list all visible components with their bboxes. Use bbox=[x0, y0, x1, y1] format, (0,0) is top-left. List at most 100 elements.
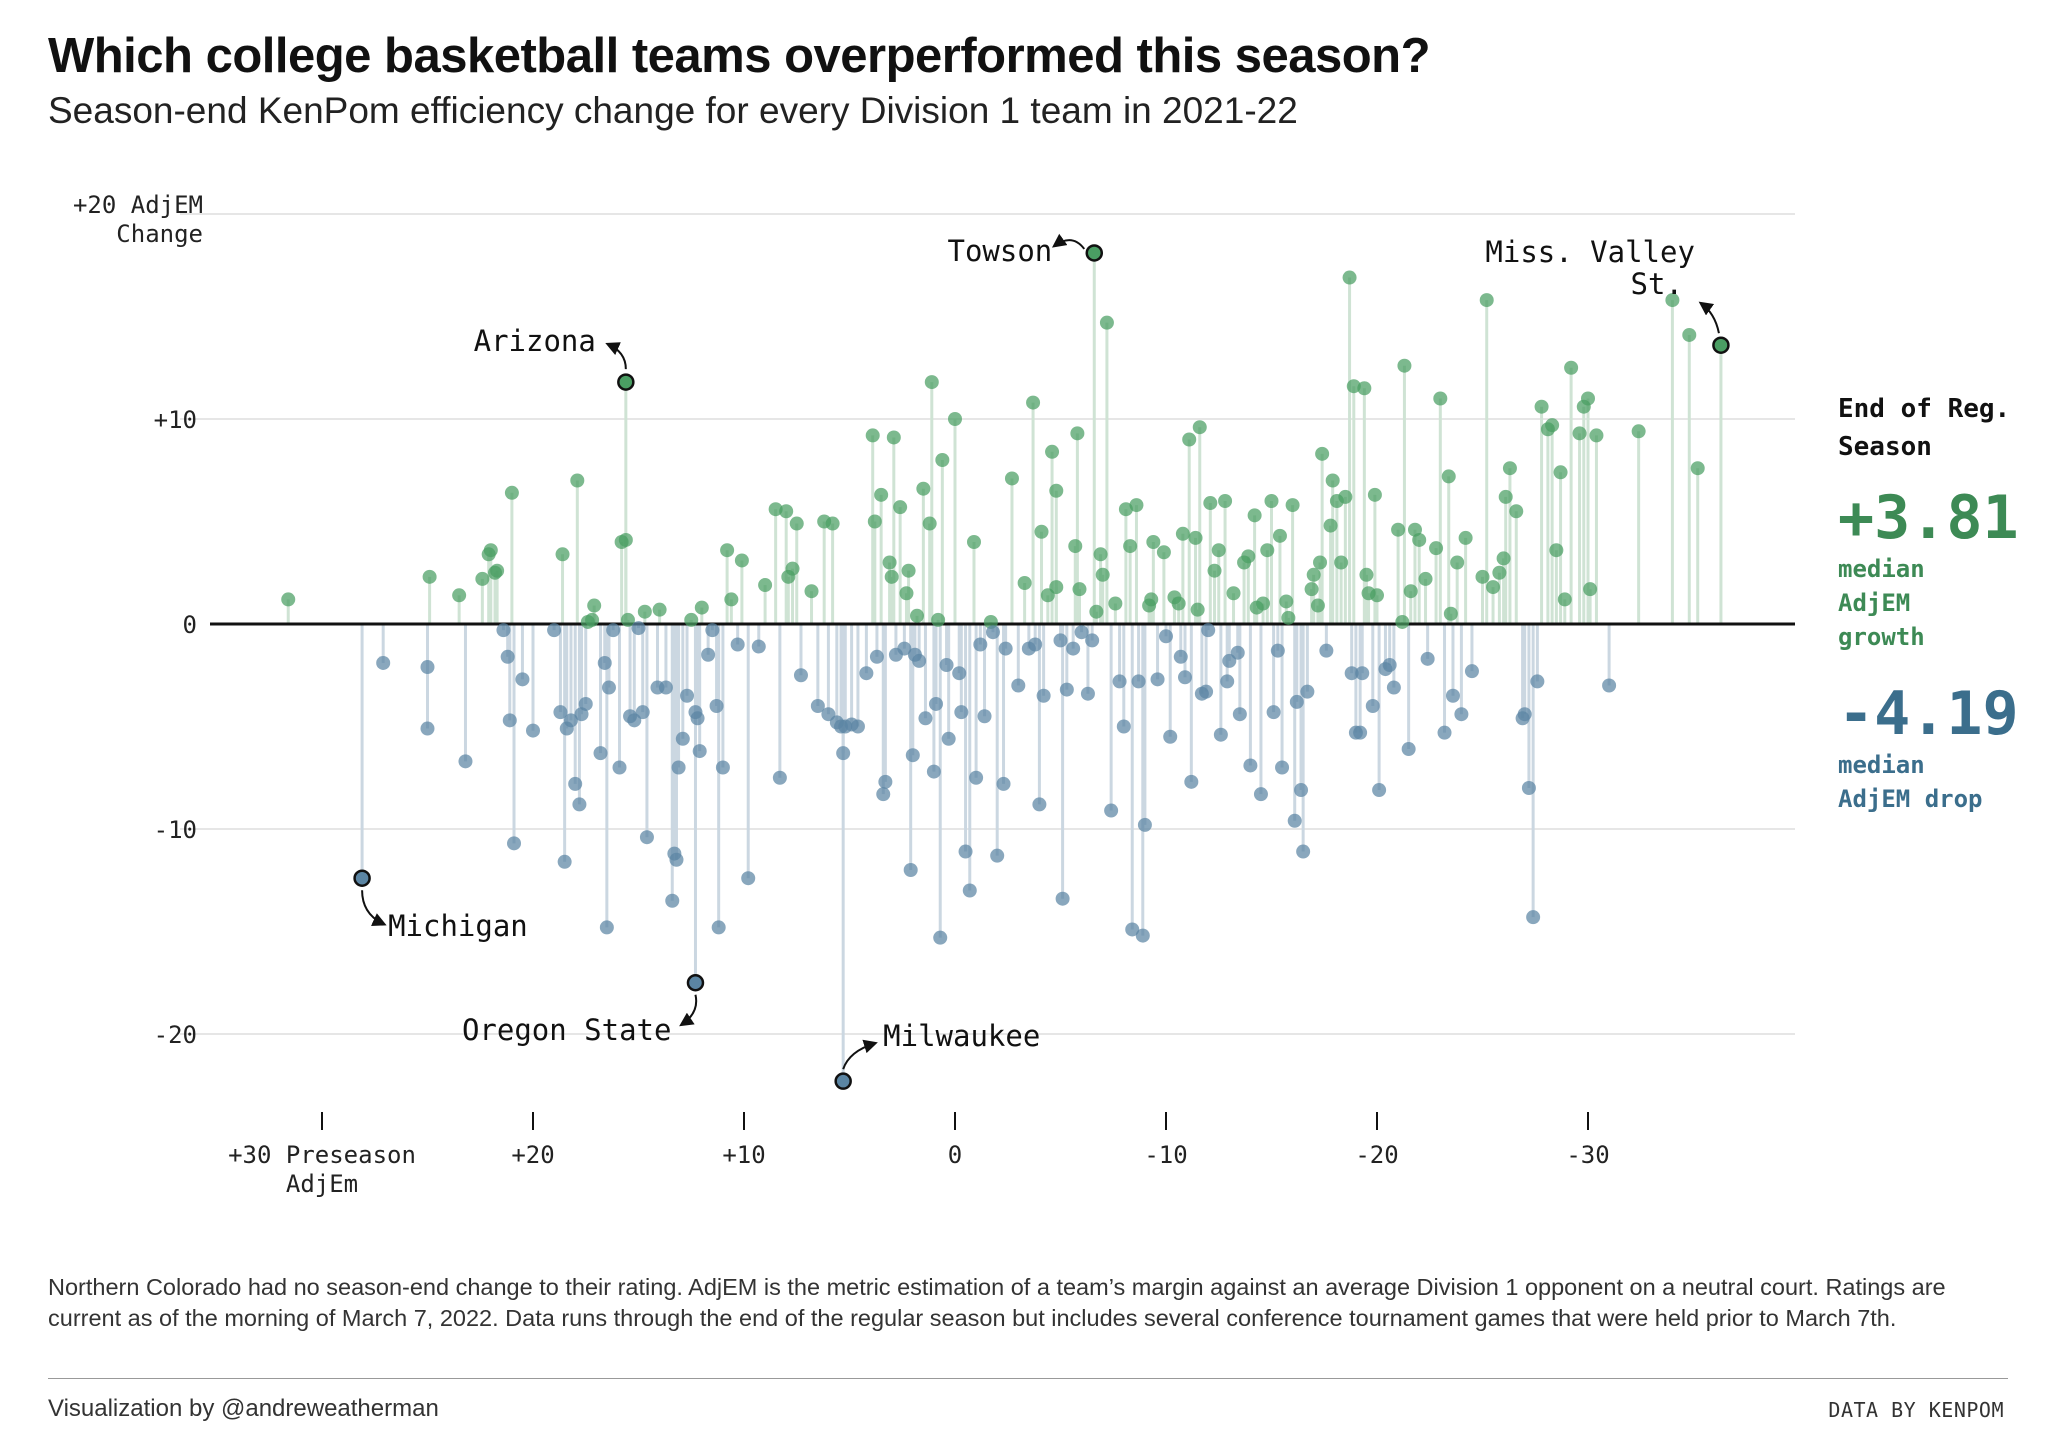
drop-median-label: median AdjEM drop bbox=[1838, 751, 1983, 813]
data-point bbox=[601, 680, 616, 695]
data-point bbox=[933, 930, 948, 945]
data-point bbox=[804, 584, 819, 599]
data-point bbox=[1557, 592, 1572, 607]
data-point bbox=[1004, 471, 1019, 486]
data-point bbox=[715, 760, 730, 775]
data-point bbox=[998, 641, 1013, 656]
data-point bbox=[500, 649, 515, 664]
data-point bbox=[692, 744, 707, 759]
data-point bbox=[669, 852, 684, 867]
data-point bbox=[1631, 424, 1646, 439]
data-point bbox=[1281, 610, 1296, 625]
points bbox=[281, 244, 1730, 1090]
data-point bbox=[939, 658, 954, 672]
data-point bbox=[1285, 498, 1300, 513]
data-point bbox=[1464, 664, 1479, 679]
data-point bbox=[1034, 524, 1049, 539]
growth-median-label: median AdjEM growth bbox=[1838, 555, 1925, 651]
data-point bbox=[1521, 781, 1536, 795]
summary-panel: End of Reg. Season +3.81 median AdjEM gr… bbox=[1838, 390, 2038, 816]
data-point bbox=[483, 543, 498, 558]
data-point bbox=[720, 543, 735, 558]
data-point bbox=[1344, 666, 1359, 681]
data-point bbox=[1386, 680, 1401, 695]
data-point bbox=[948, 412, 962, 426]
data-point bbox=[1391, 522, 1406, 537]
x-axis-ticks: +30 Preseason AdjEm +20 +10 0 -10 -20 -30 bbox=[228, 1112, 1610, 1198]
data-point bbox=[420, 660, 435, 675]
data-point bbox=[553, 705, 568, 720]
data-point bbox=[1496, 551, 1511, 566]
summary-heading: End of Reg. Season bbox=[1838, 394, 2011, 462]
data-point bbox=[563, 713, 578, 728]
data-point bbox=[502, 713, 517, 728]
data-point bbox=[635, 705, 650, 720]
data-point bbox=[1213, 727, 1228, 742]
data-point bbox=[1359, 567, 1374, 582]
data-point bbox=[1323, 518, 1338, 533]
data-point bbox=[1372, 783, 1387, 798]
data-point bbox=[1093, 547, 1108, 562]
data-point bbox=[639, 830, 654, 845]
data-point bbox=[705, 623, 720, 638]
data-point bbox=[1026, 395, 1041, 410]
footer-divider bbox=[48, 1378, 2008, 1379]
annotation-arrow bbox=[1051, 233, 1086, 250]
data-point bbox=[1403, 584, 1418, 599]
data-point bbox=[1028, 637, 1043, 652]
data-point bbox=[1492, 565, 1507, 580]
data-point bbox=[836, 746, 851, 761]
data-point bbox=[779, 504, 794, 519]
x-tick-label: -10 bbox=[1144, 1141, 1187, 1169]
data-point bbox=[665, 893, 680, 908]
data-point bbox=[1300, 684, 1315, 699]
data-point bbox=[420, 721, 435, 736]
data-point bbox=[1112, 674, 1127, 689]
data-point bbox=[587, 598, 602, 613]
data-point bbox=[1526, 910, 1541, 925]
data-point bbox=[741, 871, 756, 886]
data-point bbox=[810, 699, 825, 713]
data-point bbox=[496, 623, 511, 638]
data-point bbox=[952, 666, 967, 681]
data-point bbox=[637, 604, 652, 619]
data-point bbox=[1682, 327, 1697, 342]
data-point bbox=[954, 705, 969, 720]
data-point bbox=[1226, 586, 1241, 601]
data-point bbox=[557, 854, 572, 869]
data-point bbox=[1517, 707, 1532, 722]
data-point bbox=[507, 836, 522, 851]
data-point bbox=[1066, 641, 1081, 656]
data-point bbox=[1177, 670, 1192, 685]
data-point bbox=[985, 625, 1000, 640]
y-axis-ticks: +20 AdjEM Change +10 0 -10 -20 bbox=[73, 191, 203, 1049]
data-point bbox=[1289, 694, 1304, 709]
annotation-arrow bbox=[361, 890, 387, 926]
data-point bbox=[1125, 922, 1140, 937]
data-point bbox=[958, 844, 973, 859]
data-point bbox=[1534, 399, 1549, 414]
data-point bbox=[1397, 358, 1412, 373]
x-tick-label: -20 bbox=[1355, 1141, 1398, 1169]
data-point bbox=[918, 711, 933, 726]
data-point bbox=[1545, 418, 1560, 433]
y-tick-label: +20 AdjEM Change bbox=[73, 191, 203, 248]
data-point bbox=[458, 754, 473, 769]
data-point bbox=[671, 760, 686, 775]
data-point bbox=[1156, 545, 1171, 560]
data-point bbox=[1338, 489, 1353, 504]
data-point bbox=[869, 649, 884, 664]
data-point bbox=[941, 731, 956, 746]
data-point bbox=[1665, 293, 1680, 308]
data-point bbox=[910, 608, 925, 623]
data-point bbox=[876, 787, 891, 802]
data-point bbox=[1218, 494, 1233, 508]
data-point bbox=[1445, 688, 1460, 703]
data-point bbox=[878, 774, 893, 789]
data-point bbox=[867, 514, 882, 529]
data-point bbox=[680, 688, 695, 703]
data-point bbox=[899, 586, 914, 601]
data-point bbox=[686, 974, 705, 992]
data-point bbox=[570, 473, 585, 488]
